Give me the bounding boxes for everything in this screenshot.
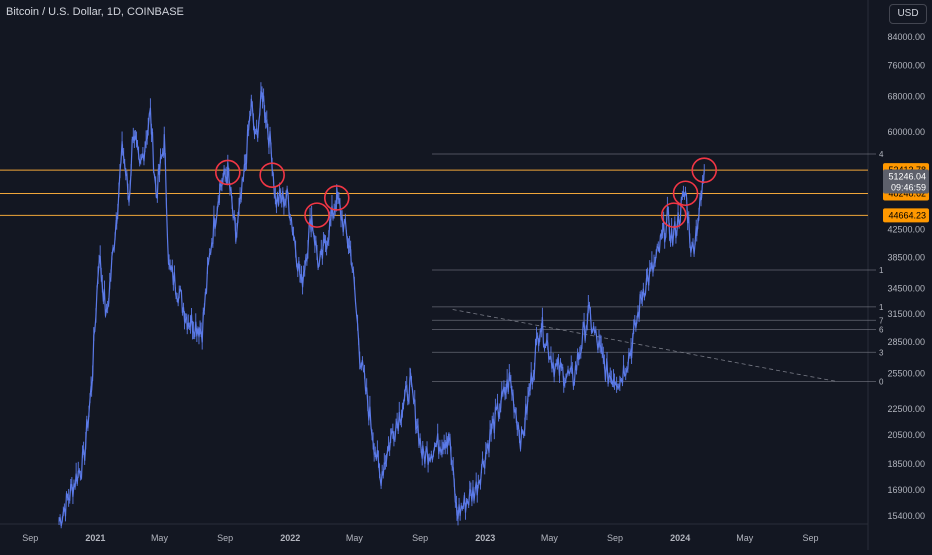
currency-button[interactable]: USD [889, 4, 927, 24]
x-axis-tick-label: Sep [22, 533, 38, 543]
y-axis-tick-label: 16900.00 [887, 485, 925, 495]
price-label-text: 44664.23 [888, 210, 926, 220]
highlight-circle [215, 159, 241, 186]
x-axis-tick-label: 2024 [670, 533, 690, 543]
highlight-circle [672, 180, 699, 207]
y-axis-tick-label: 34500.00 [887, 283, 925, 293]
x-axis-tick-label: Sep [607, 533, 623, 543]
price-label-text: 48248.62 [888, 189, 926, 199]
trendline [452, 309, 837, 382]
highlight-circle [323, 185, 350, 211]
x-axis-tick-label: 2023 [475, 533, 495, 543]
x-axis-tick-label: May [541, 533, 559, 543]
chart-title: Bitcoin / U.S. Dollar, 1D, COINBASE [6, 6, 184, 18]
x-axis-tick-label: May [151, 533, 169, 543]
highlight-circle [259, 162, 285, 188]
y-axis-tick-label: 22500.00 [887, 404, 925, 414]
fib-level-label: 1 [879, 303, 884, 312]
y-axis-tick-label: 18500.00 [887, 459, 925, 469]
x-axis-tick-label: Sep [412, 533, 428, 543]
x-axis-tick-label: May [346, 533, 364, 543]
x-axis-tick-label: Sep [803, 533, 819, 543]
y-axis-tick-label: 60000.00 [887, 127, 925, 137]
y-axis-tick-label: 68000.00 [887, 92, 925, 102]
highlight-circle [691, 157, 718, 183]
x-axis-tick-label: 2021 [85, 533, 105, 543]
countdown-text: 09:46:59 [891, 183, 926, 193]
current-price-box [883, 169, 929, 194]
y-axis-tick-label: 76000.00 [887, 60, 925, 70]
fib-level-label: 7 [879, 316, 884, 325]
fib-level-label: 4 [879, 150, 884, 159]
x-axis-tick-label: Sep [217, 533, 233, 543]
fib-level-label: 1 [879, 266, 884, 275]
y-axis-tick-label: 31500.00 [887, 309, 925, 319]
price-label-box [883, 208, 929, 223]
highlight-circle [660, 202, 687, 228]
y-axis-tick-label: 20500.00 [887, 430, 925, 440]
y-axis-tick-label: 84000.00 [887, 32, 925, 42]
x-axis-tick-label: May [736, 533, 754, 543]
price-series-line [58, 90, 705, 527]
x-axis-tick-label: 2022 [280, 533, 300, 543]
highlight-circle [304, 202, 330, 228]
fib-level-label: 6 [879, 326, 884, 335]
y-axis-tick-label: 15400.00 [887, 511, 925, 521]
y-axis-tick-label: 42500.00 [887, 224, 925, 234]
fib-level-label: 0 [879, 377, 884, 386]
fib-level-label: 3 [879, 348, 884, 357]
y-axis-tick-label: 25500.00 [887, 369, 925, 379]
current-price-text: 51246.04 [888, 172, 926, 182]
y-axis-tick-label: 38500.00 [887, 252, 925, 262]
y-axis-tick-label: 28500.00 [887, 337, 925, 347]
